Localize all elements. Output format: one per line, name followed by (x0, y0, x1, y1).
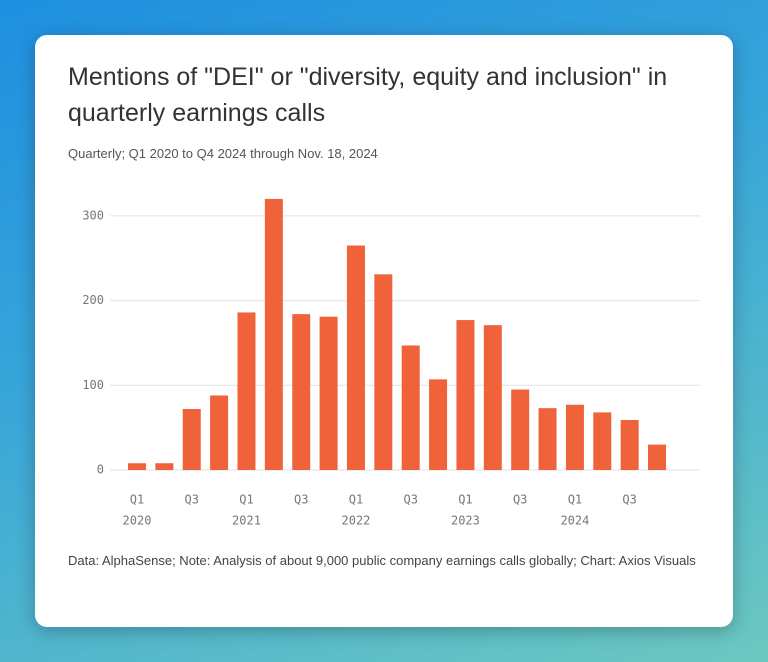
x-tick-label: Q1 (458, 493, 472, 507)
x-year-label: 2022 (342, 514, 371, 528)
card: Mentions of "DEI" or "diversity, equity … (35, 35, 733, 627)
bar (538, 408, 557, 470)
bar (346, 245, 365, 470)
x-year-label: 2021 (232, 514, 261, 528)
bar (374, 274, 393, 470)
x-year-label: 2023 (451, 514, 480, 528)
y-tick-label: 300 (82, 208, 104, 222)
bar (401, 345, 420, 470)
x-tick-label: Q3 (185, 493, 199, 507)
bar (210, 395, 229, 470)
bar (565, 404, 584, 470)
x-tick-label: Q3 (403, 493, 417, 507)
x-tick-label: Q3 (294, 493, 308, 507)
bar (593, 412, 612, 470)
chart-title: Mentions of "DEI" or "diversity, equity … (68, 63, 668, 127)
x-tick-label: Q1 (568, 493, 582, 507)
bar (264, 198, 283, 471)
x-year-label: 2020 (123, 514, 152, 528)
chart-note: Data: AlphaSense; Note: Analysis of abou… (68, 553, 696, 568)
bar (292, 314, 311, 470)
bar (429, 379, 448, 470)
y-tick-label: 100 (82, 378, 104, 392)
bar (456, 320, 475, 470)
x-tick-label: Q1 (349, 493, 363, 507)
x-tick-label: Q1 (239, 493, 253, 507)
bar (237, 312, 256, 470)
chart-subtitle: Quarterly; Q1 2020 to Q4 2024 through No… (68, 146, 378, 161)
bar (483, 325, 502, 470)
bar (648, 444, 667, 470)
bar (182, 409, 201, 470)
x-tick-label: Q3 (513, 493, 527, 507)
x-year-label: 2024 (560, 514, 589, 528)
y-tick-label: 0 (97, 463, 104, 477)
bar (620, 420, 639, 470)
bar (511, 389, 530, 470)
x-tick-label: Q3 (622, 493, 636, 507)
bar (319, 316, 338, 470)
x-tick-label: Q1 (130, 493, 144, 507)
y-tick-label: 200 (82, 293, 104, 307)
bar (155, 463, 174, 470)
bar (128, 463, 146, 470)
